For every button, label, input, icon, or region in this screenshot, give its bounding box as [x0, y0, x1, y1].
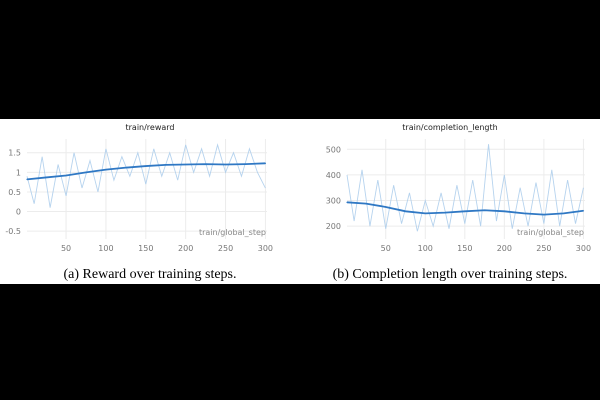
- smoothed-data-point: [365, 203, 367, 205]
- x-tick-label: 100: [418, 244, 433, 253]
- reward-chart-panel: train/reward -0.5 0 0.5 1 1.5 50 100 150 200 250 3…: [0, 119, 300, 284]
- smoothed-data-point: [424, 212, 426, 214]
- x-tick-label: 150: [457, 244, 472, 253]
- smoothed-data-point: [543, 214, 545, 216]
- smoothed-data-point: [464, 210, 466, 212]
- figure: train/reward -0.5 0 0.5 1 1.5 50 100 150 200 250 3…: [0, 119, 600, 284]
- smoothed-data-point: [185, 163, 187, 166]
- smoothed-data-point: [85, 171, 87, 173]
- x-tick-label: 300: [576, 244, 591, 253]
- smoothed-data-point: [346, 201, 348, 203]
- smoothed-data-point: [483, 209, 486, 211]
- y-tick-label: 300: [326, 197, 341, 206]
- x-tick-label: 50: [381, 244, 391, 253]
- y-tick-label: 0: [16, 208, 21, 217]
- chart-title: train/reward: [125, 123, 175, 132]
- smoothed-data-point: [563, 212, 565, 214]
- y-tick-label: 1.5: [8, 149, 21, 158]
- figure-caption: (b) Completion length over training step…: [332, 267, 568, 282]
- smoothed-data-point: [582, 210, 585, 212]
- smoothed-data-point: [523, 212, 525, 214]
- y-tick-label: 1: [16, 168, 21, 177]
- smoothed-data-point: [125, 167, 127, 169]
- x-tick-label: 150: [138, 244, 153, 253]
- smoothed-data-point: [404, 210, 407, 212]
- chart-title: train/completion_length: [402, 123, 498, 132]
- y-tick-label: -0.5: [5, 227, 21, 236]
- raw-series-line: [346, 144, 584, 232]
- x-axis-label: train/global_step: [199, 228, 266, 237]
- smoothed-data-point: [385, 206, 387, 208]
- y-tick-label: 200: [326, 222, 341, 231]
- figure-caption: (a) Reward over training steps.: [63, 267, 237, 282]
- x-tick-label: 300: [258, 244, 273, 253]
- y-tick-label: 0.5: [8, 188, 21, 197]
- smoothed-data-point: [264, 162, 267, 164]
- x-tick-label: 200: [178, 244, 193, 253]
- x-tick-label: 200: [497, 244, 512, 253]
- x-tick-label: 50: [61, 244, 71, 253]
- smoothed-data-point: [26, 178, 28, 180]
- smoothed-data-point: [165, 164, 167, 166]
- smoothed-data-point: [244, 163, 247, 165]
- raw-series-line: [26, 143, 266, 208]
- completion-length-chart-panel: train/completion_length 200 300 400 500 50 10…: [300, 119, 600, 284]
- x-axis-label: train/global_step: [517, 228, 584, 237]
- y-tick-label: 500: [326, 145, 341, 154]
- smoothed-data-point: [105, 168, 107, 171]
- reward-chart: -0.5 0 0.5 1 1.5 50 100 150 200 250 300 train/globa…: [5, 139, 273, 253]
- x-tick-label: 250: [536, 244, 551, 253]
- smoothed-data-point: [145, 165, 147, 167]
- x-tick-label: 250: [218, 244, 233, 253]
- y-tick-label: 400: [326, 171, 341, 180]
- smoothed-data-point: [205, 163, 207, 165]
- smoothed-data-point: [503, 210, 505, 212]
- smoothed-data-point: [45, 176, 47, 179]
- smoothed-data-point: [65, 174, 67, 177]
- completion-length-chart: 200 300 400 500 50 100 150 200 250 300 train/globa…: [326, 139, 591, 253]
- x-tick-label: 100: [98, 244, 113, 253]
- smoothed-data-point: [224, 163, 227, 166]
- smoothed-data-point: [444, 211, 446, 214]
